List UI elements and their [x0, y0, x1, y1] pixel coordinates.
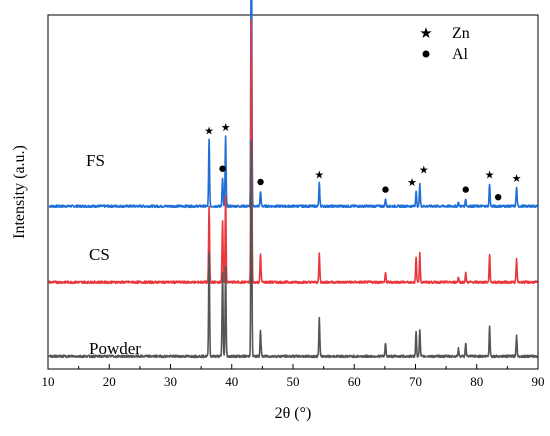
zn-star-marker: ★ — [221, 121, 231, 134]
x-tick-label: 80 — [470, 374, 483, 389]
y-axis-title: Intensity (a.u.) — [11, 145, 28, 239]
series-layer — [48, 0, 539, 359]
x-tick-label: 60 — [348, 374, 361, 389]
al-circle-marker — [462, 186, 469, 193]
al-circle-marker — [382, 186, 389, 193]
al-circle-marker — [494, 194, 502, 201]
x-axis: 10 20 30 40 50 60 70 80 90 — [42, 364, 545, 389]
x-axis-title: 2θ (°) — [275, 405, 312, 422]
zn-star-marker: ★ — [512, 172, 522, 185]
x-tick-label: 40 — [225, 374, 238, 389]
x-tick-label: 20 — [103, 374, 116, 389]
legend-label-zn: Zn — [452, 25, 470, 42]
zn-star-marker: ★ — [485, 168, 495, 181]
series-labels: FS CS Powder — [86, 151, 141, 358]
x-tick-label: 50 — [287, 374, 300, 389]
legend-label-al: Al — [452, 46, 469, 63]
x-tick-label: 90 — [532, 374, 545, 389]
legend-circle-icon — [422, 50, 430, 58]
zn-star-marker: ★ — [204, 125, 214, 138]
legend-star-icon: ★ — [419, 24, 432, 42]
x-tick-label: 10 — [42, 374, 55, 389]
series-label-cs: CS — [89, 245, 110, 264]
x-tick-label: 70 — [409, 374, 422, 389]
series-line-cs — [48, 18, 538, 285]
series-line-powder — [48, 139, 539, 359]
x-tick-label: 30 — [164, 374, 177, 389]
series-label-powder: Powder — [89, 339, 141, 358]
series-label-fs: FS — [86, 151, 105, 170]
al-circle-marker — [257, 178, 264, 186]
zn-star-marker: ★ — [419, 163, 429, 176]
zn-star-marker: ★ — [314, 168, 324, 181]
series-line-fs — [48, 0, 539, 209]
al-circle-marker — [219, 165, 226, 172]
peak-markers: ★★★★★★★★ — [204, 121, 522, 201]
zn-star-marker: ★ — [407, 176, 417, 189]
legend: ★ Zn Al — [419, 24, 470, 63]
